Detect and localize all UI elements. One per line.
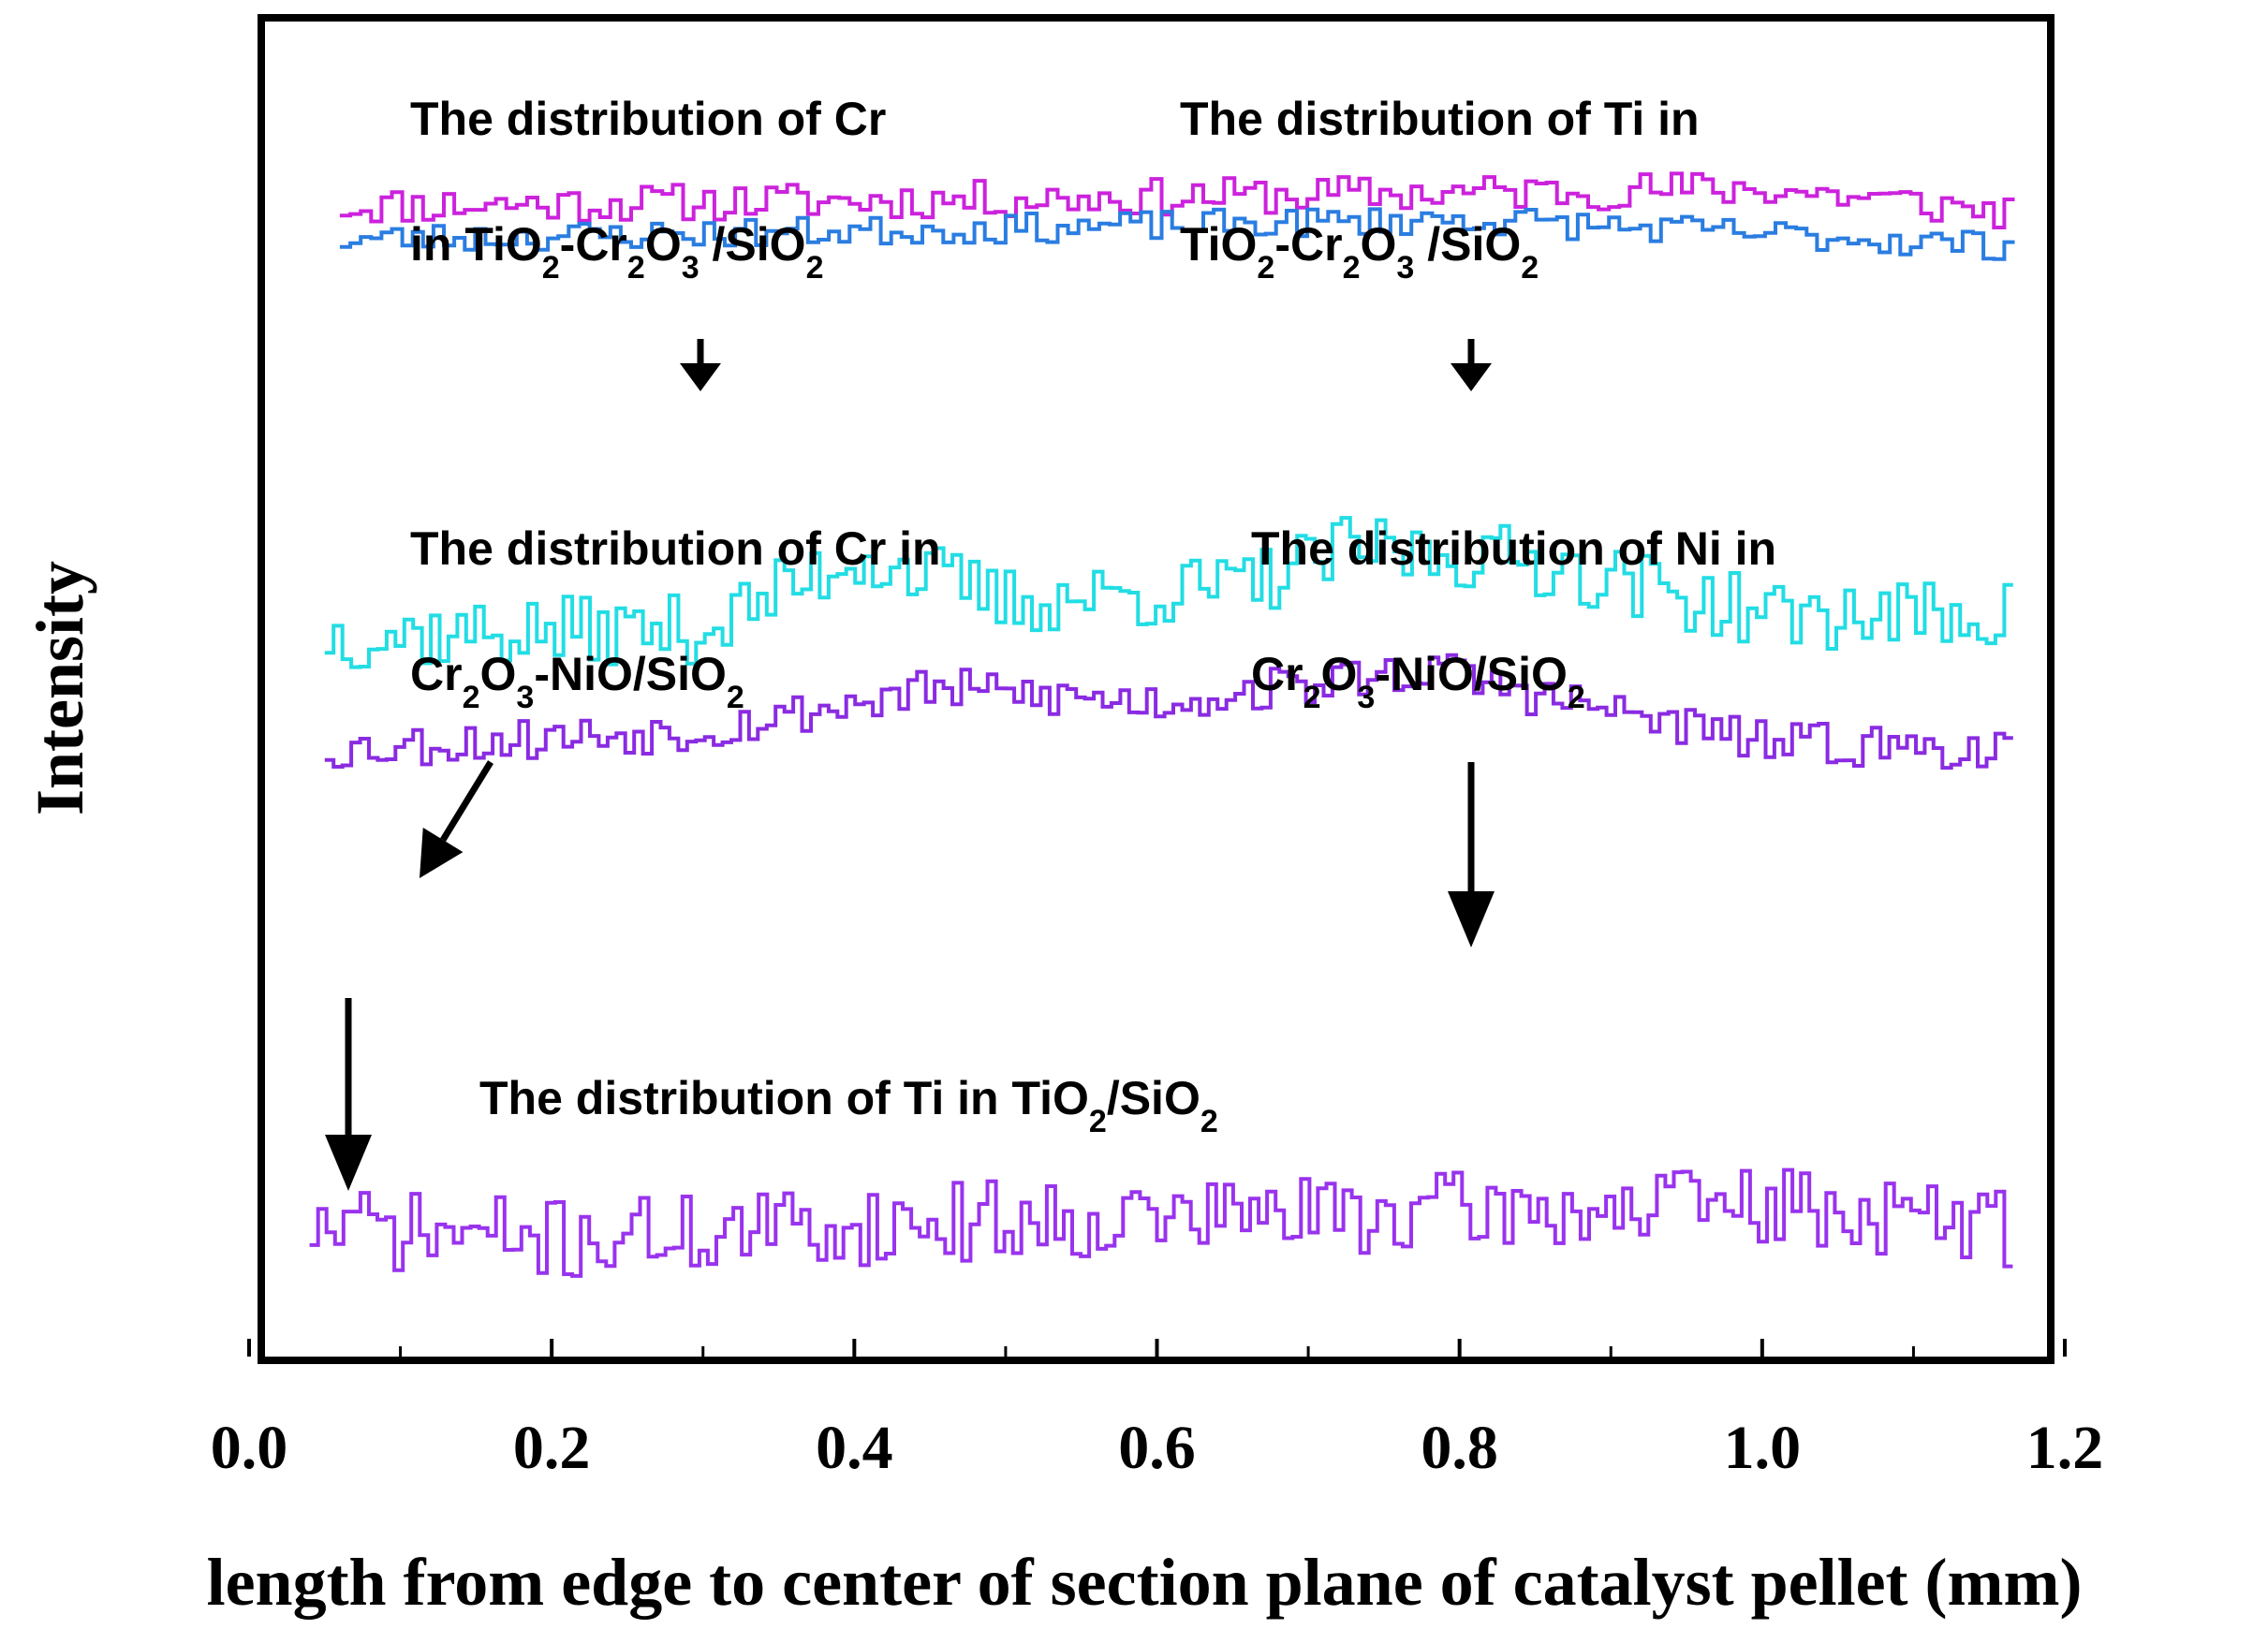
annotation-a4-line-2: Cr2O3-NiO/SiO2 (1251, 648, 1585, 715)
arrow-ni-cr2o3-nio-head (1448, 891, 1495, 947)
series-line-s4 (324, 653, 2013, 771)
x-tick-label: 0.2 (513, 1414, 591, 1482)
annotation-a2-line-2: TiO2-Cr2O3 /SiO2 (1180, 218, 1539, 286)
tick-layer: 0.0 0.2 0.4 0.6 0.8 1.0 1.2 (211, 1339, 2104, 1482)
x-tick-label: 0.4 (816, 1414, 893, 1482)
x-tick-label: 1.2 (2026, 1414, 2104, 1482)
arrow-layer (325, 339, 1495, 1191)
arrow-ti-tio2-cr2o3-head (1451, 363, 1492, 391)
annotation-a4-line-1: The distribution of Ni in (1251, 522, 1776, 575)
x-axis-label: length from edge to center of section pl… (207, 1545, 2083, 1620)
annotation-a1-line-1: The distribution of Cr (410, 93, 886, 145)
series-layer (309, 171, 2015, 1278)
annotation-a5-line-1: The distribution of Ti in TiO2/SiO2 (479, 1072, 1218, 1139)
x-tick-label: 0.6 (1118, 1414, 1196, 1482)
arrow-cr-cr2o3-nio-shaft (440, 760, 493, 842)
y-axis-label: Intensity (22, 561, 97, 815)
annotation-layer: The distribution of Cr in TiO2-Cr2O3 /SiO… (410, 93, 1776, 1139)
annotation-a2-line-1: The distribution of Ti in (1180, 93, 1700, 145)
series-line-s1 (339, 171, 2015, 229)
annotation-a3-line-1: The distribution of Cr in (410, 522, 941, 575)
x-tick-label: 1.0 (1724, 1414, 1802, 1482)
annotation-a1-line-2: in TiO2-Cr2O3 /SiO2 (410, 218, 823, 286)
annotation-a3-line-2: Cr2O3-NiO/SiO2 (410, 648, 744, 715)
series-line-s5 (309, 1167, 2013, 1278)
x-tick-label: 0.8 (1421, 1414, 1498, 1482)
plot-frame (258, 14, 2054, 1364)
series-line-s2 (339, 207, 2015, 261)
arrow-cr-tio2-cr2o3-head (680, 363, 721, 391)
series-line-s3 (324, 516, 2013, 669)
arrow-ti-tio2-head (325, 1135, 372, 1191)
x-tick-label: 0.0 (211, 1414, 288, 1482)
arrow-cr-cr2o3-nio-head (420, 828, 464, 878)
